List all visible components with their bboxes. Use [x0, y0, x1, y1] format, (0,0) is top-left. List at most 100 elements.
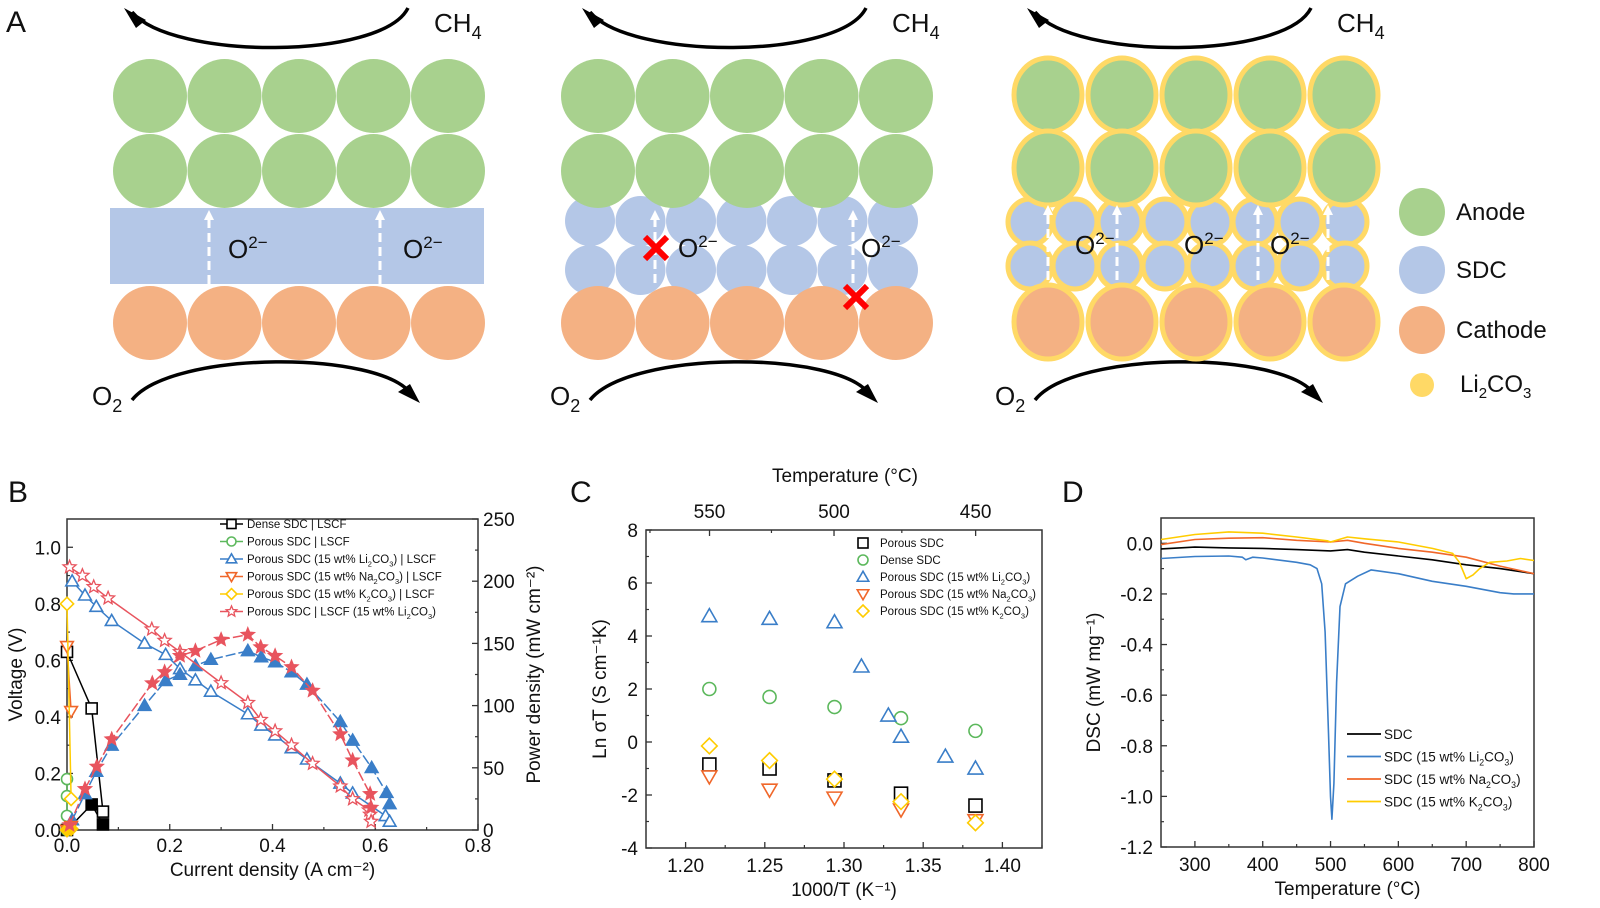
- data-point: [760, 751, 779, 770]
- legend-marker: [224, 604, 239, 618]
- power-data-point: [253, 649, 269, 663]
- x-tick-label: 1.30: [826, 856, 863, 877]
- anode-particle-coated: [1085, 55, 1159, 135]
- legend-swatch: [1410, 373, 1434, 397]
- sdc-particle: [666, 196, 716, 246]
- legend-marker: [224, 552, 239, 564]
- data-point: [825, 791, 844, 807]
- iv-data-point: [59, 596, 75, 612]
- series-1: [702, 681, 983, 739]
- y-tick-label: -4: [621, 839, 638, 860]
- series-0: [702, 757, 983, 813]
- oxide-ion-label: O2−: [228, 233, 268, 264]
- y-tick-label: -0.6: [1120, 686, 1153, 707]
- anode-particle: [187, 59, 262, 133]
- series-2: [700, 607, 985, 775]
- gas-flow-arrow-bottom: [588, 360, 872, 402]
- power-data-point: [362, 798, 380, 815]
- anode-particle-coated: [1085, 128, 1159, 208]
- y2-axis-title: Power density (mW cm⁻²): [524, 566, 545, 784]
- power-data-point: [85, 798, 98, 811]
- anode-particle: [187, 134, 262, 208]
- power-data-point: [187, 657, 204, 672]
- y2-tick-label: 250: [483, 510, 515, 531]
- iv-data-point: [64, 573, 80, 587]
- sdc-particle: [716, 196, 767, 246]
- gas-flow-arrow-top: [130, 7, 410, 50]
- anode-particle-coated: [1159, 55, 1233, 135]
- scheme-dense-sdc: CH4 O2 O2− O2−: [92, 7, 485, 416]
- power-data-point: [88, 757, 105, 774]
- iv-data-point: [143, 620, 160, 637]
- legend-label: Porous SDC: [880, 538, 944, 550]
- power-data-point: [344, 732, 361, 746]
- anode-particle-coated: [1159, 128, 1233, 208]
- x-tick-label: 300: [1179, 855, 1211, 876]
- legend-entry: Porous SDC: [857, 537, 944, 550]
- power-data-point: [240, 642, 256, 657]
- y2-tick-label: 50: [483, 759, 504, 780]
- y-tick-label: 0.0: [35, 821, 61, 842]
- gas-label-o2: O2: [550, 381, 580, 416]
- legend-label: Porous SDC | LSCF: [247, 537, 350, 549]
- iv-data-point: [203, 683, 219, 697]
- arrow-head-icon: [375, 210, 385, 220]
- legend-entry: Porous SDC (15 wt% Na2CO3) | LSCF: [220, 572, 442, 586]
- y-tick-label: 0.8: [35, 595, 61, 616]
- oxide-ion-label: O2−: [678, 232, 718, 263]
- gas-label-ch4: CH4: [434, 8, 482, 43]
- sdc-particle-coated: [1140, 196, 1190, 248]
- power-data-point: [156, 663, 173, 680]
- scheme-porous-sdc-li2co3: CH4 O2 O2− O2− O2−: [995, 7, 1385, 416]
- legend-label: Li2CO3: [1460, 371, 1531, 402]
- legend-marker: [857, 537, 869, 549]
- sdc-particle: [767, 245, 817, 295]
- y-tick-label: 0.6: [35, 651, 61, 672]
- power-data-point: [157, 672, 174, 687]
- iv-data-point: [381, 813, 398, 827]
- legend-label: Porous SDC (15 wt% K2CO3): [880, 606, 1029, 620]
- anode-particle: [262, 134, 336, 208]
- iv-data-point: [136, 635, 153, 649]
- anode-particle: [710, 59, 784, 133]
- arrow-head-icon: [856, 384, 878, 403]
- anode-particle-coated: [1011, 55, 1085, 135]
- sdc-particle: [868, 245, 918, 295]
- gas-label-o2: O2: [995, 381, 1025, 416]
- data-point: [966, 813, 985, 832]
- anode-particle: [859, 134, 933, 208]
- sdc-particle: [716, 245, 767, 295]
- iv-data-point: [266, 722, 284, 739]
- legend-label: SDC (15 wt% Li2CO3): [1384, 750, 1514, 768]
- iv-data-point: [96, 805, 110, 818]
- cathode-particle: [784, 286, 859, 360]
- data-point: [827, 699, 842, 715]
- legend-label: SDC (15 wt% K2CO3): [1384, 795, 1512, 813]
- power-data-point: [136, 697, 153, 712]
- iv-data-point: [59, 640, 75, 655]
- legend-item-anode: Anode: [1399, 188, 1525, 236]
- iv-curve-line: [69, 566, 372, 822]
- legend-item-sdc: SDC: [1399, 246, 1507, 294]
- y-tick-label: -1.0: [1120, 787, 1153, 808]
- power-curve-line: [68, 633, 372, 826]
- legend-label: Porous SDC (15 wt% Na2CO3): [880, 589, 1036, 603]
- cathode-particle: [561, 286, 635, 360]
- legend-label: Porous SDC (15 wt% Na2CO3) | LSCF: [247, 572, 442, 586]
- y-tick-label: -1.2: [1120, 838, 1153, 859]
- iv-data-point: [61, 558, 78, 575]
- legend-entry: SDC (15 wt% K2CO3): [1347, 795, 1512, 813]
- y-tick-label: -0.2: [1120, 585, 1153, 606]
- legend-entry: SDC: [1347, 727, 1413, 742]
- legend-label: Dense SDC: [880, 555, 941, 567]
- arrow-head-icon: [1027, 8, 1049, 28]
- legend-marker: [855, 588, 871, 602]
- power-data-point: [187, 642, 204, 658]
- legend-marker: [855, 569, 871, 583]
- power-data-point: [283, 658, 300, 674]
- legend-label: Porous SDC (15 wt% K2CO3) | LSCF: [247, 589, 435, 603]
- legend-swatch: [1399, 246, 1445, 294]
- cathode-particle-coated: [1159, 282, 1233, 362]
- legend-entry: Porous SDC (15 wt% Li2CO3) | LSCF: [220, 552, 436, 568]
- anode-particle: [635, 134, 710, 208]
